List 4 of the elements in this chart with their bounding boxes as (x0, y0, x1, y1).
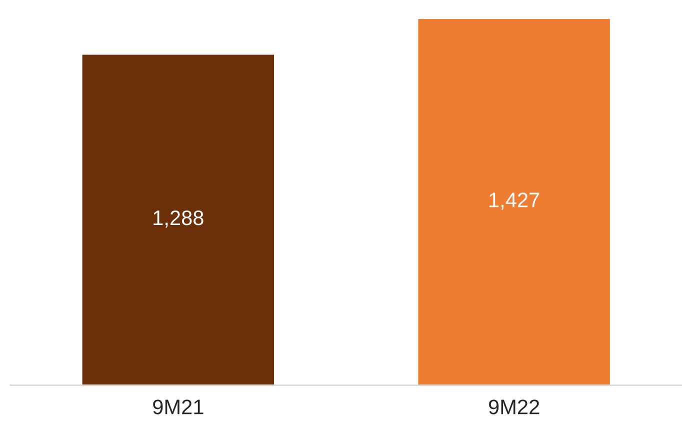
data-label: 1,288 (154, 210, 204, 228)
data-label: 1,427 (490, 192, 540, 210)
x-tick-label: 9M21 (153, 400, 204, 414)
x-tick-label: 9M22 (488, 400, 540, 414)
